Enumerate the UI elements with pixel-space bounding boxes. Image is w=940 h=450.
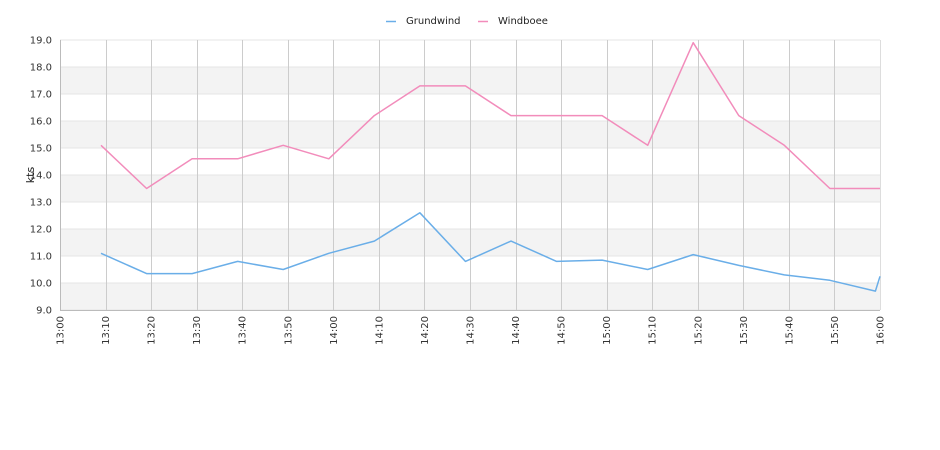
x-tick-label: 16:00 [876,316,887,345]
y-tick-label: 15.0 [30,144,52,155]
x-tick-labels: 13:00 13:10 13:20 13:30 13:40 13:50 14:00 14:10… [56,316,887,345]
y-tick-label: 18.0 [30,63,52,74]
y-tick-label: 9.0 [36,306,52,317]
x-tick-label: 15:10 [648,316,659,345]
x-tick-label: 13:10 [101,316,112,345]
x-tick-label: 13:30 [192,316,203,345]
y-tick-label: 10.0 [30,279,52,290]
x-tick-label: 13:40 [238,316,249,345]
legend-label: Grundwind [406,16,461,27]
x-tick-label: 14:30 [466,316,477,345]
x-tick-label: 14:10 [374,316,385,345]
chart-axes [60,40,881,311]
y-tick-label: 16.0 [30,117,52,128]
x-tick-label: 14:00 [329,316,340,345]
x-tick-label: 14:40 [511,316,522,345]
series-line-windboee [100,41,880,190]
y-tick-label: 12.0 [30,225,52,236]
legend-label: Windboee [498,16,548,27]
y-tick-label: 11.0 [30,252,52,263]
x-tick-label: 14:50 [557,316,568,345]
x-tick-label: 15:30 [739,316,750,345]
legend: Grundwind Windboee [386,16,548,27]
x-tick-label: 13:20 [147,316,158,345]
y-tick-label: 17.0 [30,90,52,101]
x-tick-label: 14:20 [420,316,431,345]
y-tick-label: 13.0 [30,198,52,209]
x-tick-label: 15:50 [830,316,841,345]
y-tick-label: 19.0 [30,36,52,47]
x-tick-label: 15:40 [784,316,795,345]
x-tick-label: 15:00 [602,316,613,345]
x-tick-label: 13:50 [283,316,294,345]
y-tick-labels: 9.0 10.0 11.0 12.0 13.0 14.0 15.0 16.0 17.0 18.0 1… [30,36,52,317]
vertical-gridlines [106,40,835,310]
series-lines [100,41,881,292]
y-tick-label: 14.0 [30,171,52,182]
x-tick-label: 15:20 [693,316,704,345]
y-axis-label: kts [24,167,37,184]
series-line-grundwind [100,212,881,292]
x-tick-label: 13:00 [56,316,67,345]
